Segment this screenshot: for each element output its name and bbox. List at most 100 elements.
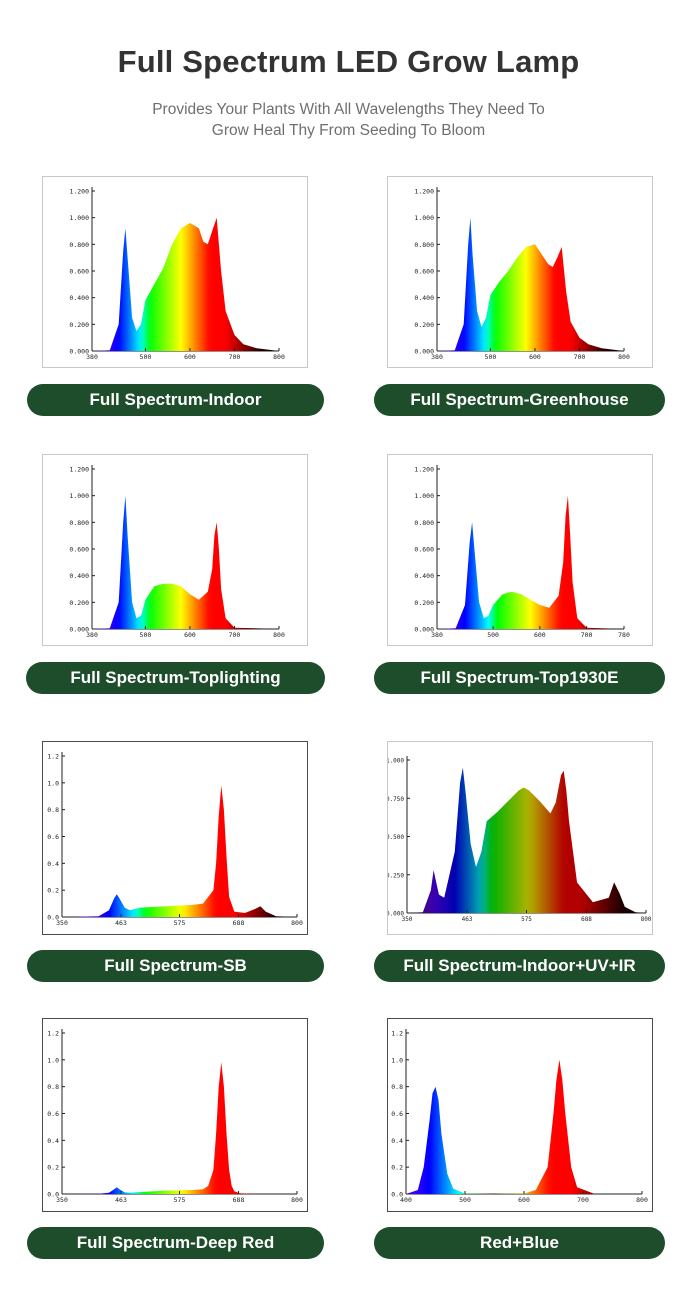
x-tick-label: 350 <box>56 1196 68 1204</box>
y-tick-label: 0.800 <box>414 241 434 249</box>
spectrum-chart-red-blue: 0.0 0.2 0.4 0.6 0.8 1.0 1.2 400 500 600 700 800 <box>391 1029 648 1204</box>
x-tick-label: 800 <box>641 916 652 923</box>
x-tick-label: 463 <box>115 1196 127 1204</box>
label-pill-greenhouse: Full Spectrum-Greenhouse <box>374 384 665 416</box>
label-pill-indoor: Full Spectrum-Indoor <box>27 384 324 416</box>
label-pill-toplighting: Full Spectrum-Toplighting <box>26 662 325 694</box>
y-tick-label: 1.0 <box>391 1056 403 1064</box>
x-tick-label: 575 <box>174 1196 186 1204</box>
x-tick-label: 800 <box>291 919 303 927</box>
chart-frame-greenhouse: 0.000 0.200 0.400 0.600 0.800 1.000 1.200 380 50… <box>387 176 653 368</box>
page-subtitle-line2: Grow Heal Thy From Seeding To Bloom <box>211 122 486 139</box>
x-tick-label: 600 <box>529 353 541 361</box>
y-tick-label: 1.000 <box>388 758 404 765</box>
x-tick-label: 350 <box>402 916 413 923</box>
spectrum-chart-sb: 0.0 0.2 0.4 0.6 0.8 1.0 1.2 350 463 575 688 800 <box>47 752 303 927</box>
x-tick-label: 800 <box>618 353 630 361</box>
y-tick-label: 0.000 <box>414 348 434 356</box>
spectrum-chart-toplighting: 0.000 0.200 0.400 0.600 0.800 1.000 1.200 380 50… <box>69 465 285 639</box>
y-tick-label: 0.600 <box>414 546 434 554</box>
spectrum-area <box>437 217 624 351</box>
spectrum-chart-indoor-uv-ir: 0.000 0.250 0.500 0.750 1.000 350 463 575 688 800 <box>388 756 652 923</box>
y-tick-label: 0.000 <box>69 626 89 634</box>
x-tick-label: 380 <box>431 631 443 639</box>
y-tick-label: 0.2 <box>47 1164 59 1172</box>
y-tick-label: 1.200 <box>414 188 434 196</box>
spectrum-chart-top1930e: 0.000 0.200 0.400 0.600 0.800 1.000 1.200 380 50… <box>414 465 630 639</box>
y-tick-label: 0.4 <box>47 1137 59 1145</box>
label-pill-top1930e: Full Spectrum-Top1930E <box>374 662 665 694</box>
y-tick-label: 0.4 <box>391 1137 403 1145</box>
y-tick-label: 0.0 <box>47 1191 59 1199</box>
x-tick-label: 500 <box>140 353 152 361</box>
spectrum-area <box>407 767 646 913</box>
chart-frame-indoor: 0.000 0.200 0.400 0.600 0.800 1.000 1.200 380 50… <box>42 176 308 368</box>
x-tick-label: 380 <box>86 631 98 639</box>
y-tick-label: 0.6 <box>47 833 59 841</box>
y-tick-label: 0.8 <box>391 1083 403 1091</box>
y-tick-label: 1.2 <box>47 1030 59 1038</box>
chart-frame-deep-red: 0.0 0.2 0.4 0.6 0.8 1.0 1.2 350 463 575 688 800 <box>42 1018 308 1212</box>
x-tick-label: 800 <box>291 1196 303 1204</box>
x-tick-label: 800 <box>273 631 285 639</box>
x-tick-label: 380 <box>86 353 98 361</box>
y-tick-label: 0.000 <box>414 626 434 634</box>
x-tick-label: 575 <box>174 919 186 927</box>
label-pill-sb: Full Spectrum-SB <box>27 950 324 982</box>
y-tick-label: 0.2 <box>391 1164 403 1172</box>
x-tick-label: 800 <box>273 353 285 361</box>
x-tick-label: 600 <box>518 1196 530 1204</box>
y-tick-label: 0.600 <box>414 268 434 276</box>
x-tick-label: 350 <box>56 919 68 927</box>
y-tick-label: 0.400 <box>414 572 434 580</box>
y-tick-label: 0.800 <box>69 241 89 249</box>
x-tick-label: 688 <box>233 919 245 927</box>
y-tick-label: 0.200 <box>69 321 89 329</box>
y-tick-label: 0.200 <box>414 321 434 329</box>
y-tick-label: 0.800 <box>414 519 434 527</box>
x-tick-label: 700 <box>229 631 241 639</box>
x-tick-label: 600 <box>184 353 196 361</box>
y-tick-label: 0.400 <box>414 294 434 302</box>
y-tick-label: 0.000 <box>388 911 404 918</box>
y-tick-label: 0.750 <box>388 796 404 803</box>
y-tick-label: 0.400 <box>69 572 89 580</box>
x-tick-label: 463 <box>462 916 473 923</box>
y-tick-label: 0.200 <box>69 599 89 607</box>
chart-frame-indoor-uv-ir: 0.000 0.250 0.500 0.750 1.000 350 463 575 688 800 <box>387 741 653 935</box>
y-tick-label: 1.200 <box>69 188 89 196</box>
spectrum-chart-indoor: 0.000 0.200 0.400 0.600 0.800 1.000 1.200 380 50… <box>69 187 285 361</box>
chart-frame-top1930e: 0.000 0.200 0.400 0.600 0.800 1.000 1.200 380 50… <box>387 454 653 646</box>
y-tick-label: 1.200 <box>414 466 434 474</box>
x-tick-label: 400 <box>400 1196 412 1204</box>
spectrum-area <box>62 1062 297 1194</box>
y-tick-label: 0.800 <box>69 519 89 527</box>
y-tick-label: 0.6 <box>47 1110 59 1118</box>
spectrum-area <box>62 785 297 917</box>
x-tick-label: 800 <box>636 1196 648 1204</box>
y-tick-label: 1.000 <box>69 214 89 222</box>
y-tick-label: 1.000 <box>414 214 434 222</box>
y-tick-label: 0.400 <box>69 294 89 302</box>
x-tick-label: 575 <box>521 916 532 923</box>
x-tick-label: 688 <box>581 916 592 923</box>
y-tick-label: 0.4 <box>47 860 59 868</box>
chart-frame-sb: 0.0 0.2 0.4 0.6 0.8 1.0 1.2 350 463 575 688 800 <box>42 741 308 935</box>
spectrum-chart-greenhouse: 0.000 0.200 0.400 0.600 0.800 1.000 1.200 380 50… <box>414 187 630 361</box>
spectrum-chart-deep-red: 0.0 0.2 0.4 0.6 0.8 1.0 1.2 350 463 575 688 800 <box>47 1029 303 1204</box>
page-title: Full Spectrum LED Grow Lamp <box>117 44 580 79</box>
y-tick-label: 0.8 <box>47 806 59 814</box>
y-tick-label: 0.500 <box>388 834 404 841</box>
chart-frame-red-blue: 0.0 0.2 0.4 0.6 0.8 1.0 1.2 400 500 600 700 800 <box>387 1018 653 1212</box>
label-pill-deep-red: Full Spectrum-Deep Red <box>27 1227 324 1259</box>
y-tick-label: 0.6 <box>391 1110 403 1118</box>
y-tick-label: 0.600 <box>69 268 89 276</box>
spectrum-area <box>437 495 624 629</box>
y-tick-label: 1.2 <box>47 753 59 761</box>
y-tick-label: 0.600 <box>69 546 89 554</box>
x-tick-label: 500 <box>459 1196 471 1204</box>
page-subtitle-line1: Provides Your Plants With All Wavelength… <box>152 101 545 118</box>
y-tick-label: 0.2 <box>47 887 59 895</box>
y-tick-label: 1.000 <box>414 492 434 500</box>
x-tick-label: 500 <box>140 631 152 639</box>
